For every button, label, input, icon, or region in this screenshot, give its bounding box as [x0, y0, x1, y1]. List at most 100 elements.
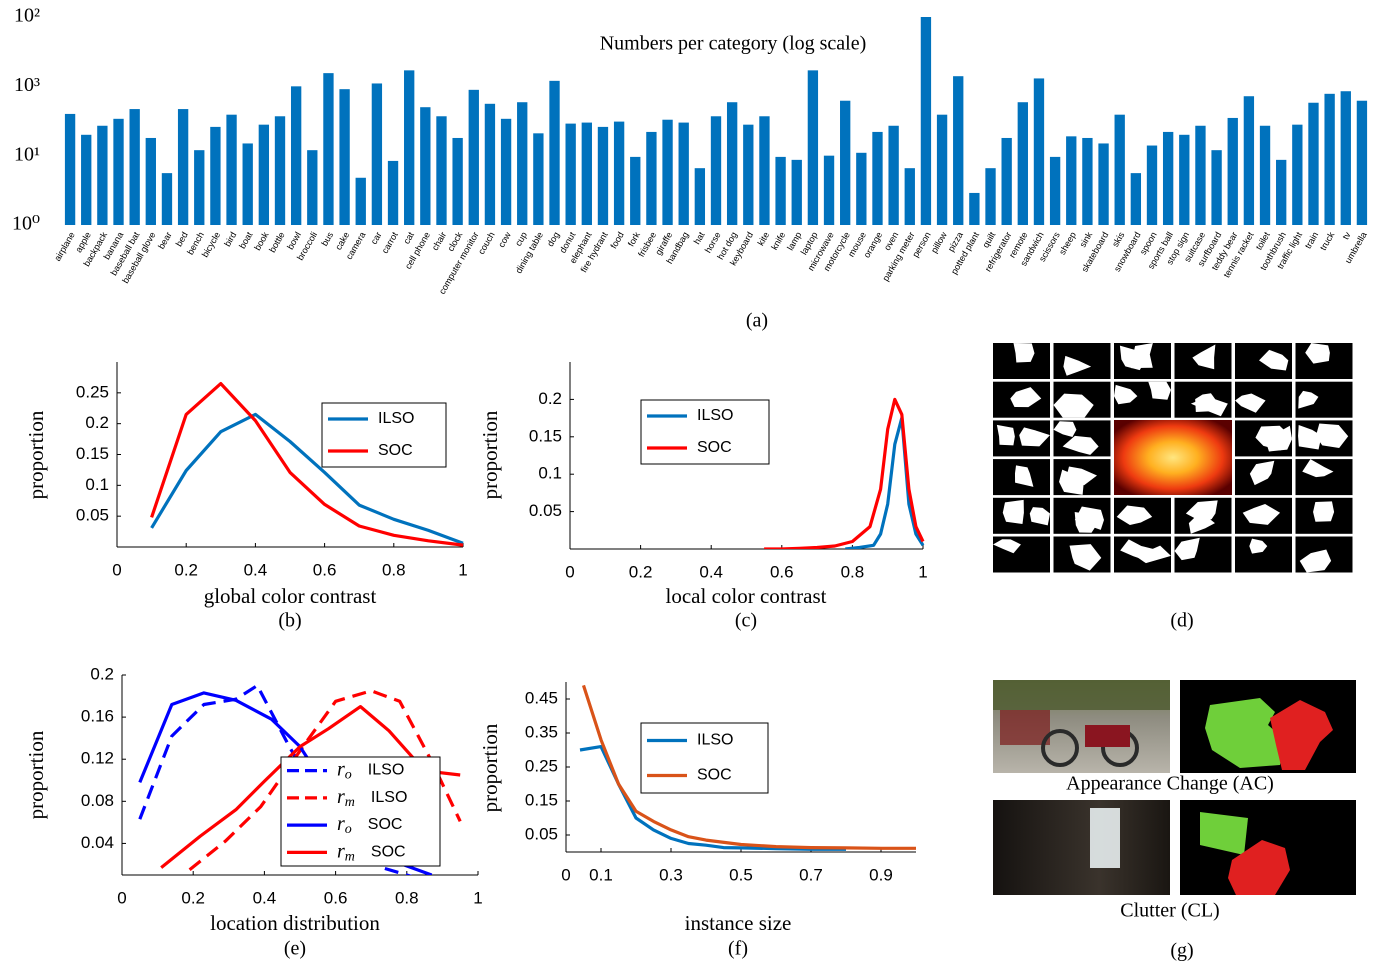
mask-shape [1185, 500, 1218, 522]
bar [936, 114, 948, 225]
legend: ILSO SOC [640, 722, 769, 794]
legend-box [640, 399, 770, 465]
x-tick-label: 0 [117, 888, 126, 907]
y-tick-label: 0.16 [81, 707, 114, 726]
legend-label: SOC [378, 442, 413, 459]
bar [226, 114, 237, 225]
mask-shape [1265, 425, 1292, 452]
x-tick-label: 0.6 [324, 888, 348, 907]
bar [791, 159, 802, 225]
bar [1162, 131, 1174, 225]
x-tick-label: carrot [380, 230, 400, 255]
x-tick-label: 0.8 [382, 560, 406, 579]
mask-shape [1059, 469, 1084, 495]
y-tick-label: 0.2 [538, 389, 562, 408]
bar [420, 107, 431, 225]
bar [500, 118, 512, 225]
series-line [150, 382, 464, 547]
mask-tile [1053, 343, 1111, 379]
bar [710, 116, 722, 225]
x-tick-label: 0.1 [589, 865, 613, 884]
legend: ILSO SOC [321, 402, 447, 468]
bar [969, 192, 980, 225]
x-tick-label: 1 [458, 560, 467, 579]
bar [129, 109, 140, 225]
mask-shape [1298, 390, 1319, 409]
bar [1049, 156, 1061, 225]
bar [1195, 125, 1206, 225]
mask-shape [1053, 393, 1094, 418]
bar [985, 168, 996, 225]
legend-subscript: o [345, 822, 352, 837]
x-tick-label: pillow [929, 230, 949, 255]
x-tick-label: 0.9 [869, 865, 893, 884]
mask-red [1228, 840, 1290, 895]
y-tick-label: 10² [14, 5, 40, 27]
bar [888, 125, 899, 225]
caption: (d) [1170, 610, 1193, 632]
y-tick-label: 0.2 [85, 413, 109, 432]
mask-shape [1063, 355, 1092, 376]
mask-shape [1074, 506, 1104, 530]
x-tick-label: 0.8 [395, 888, 419, 907]
bar [726, 102, 738, 225]
legend-label: ro SOC [337, 813, 402, 838]
photo-trees [993, 680, 1170, 710]
bar [840, 100, 851, 225]
legend-subscript: m [345, 795, 355, 810]
series-line [138, 683, 413, 875]
bar [387, 160, 399, 225]
bar [549, 80, 560, 225]
series-line [150, 412, 464, 545]
x-axis-label: location distribution [210, 911, 380, 935]
y-axis-label: proportion [478, 410, 502, 499]
x-tick-label: tv [1340, 230, 1352, 241]
mask-shape [1249, 538, 1268, 554]
bar [775, 156, 786, 225]
x-tick-label: cup [513, 230, 529, 248]
x-tick-label: bottle [267, 230, 287, 254]
x-tick-label: food [608, 230, 625, 250]
mask-shape [1315, 423, 1349, 449]
x-tick-label: 0.4 [699, 562, 723, 581]
y-tick-label: 0.05 [529, 501, 562, 520]
legend-name: SOC [378, 442, 413, 459]
y-tick-label: 0.04 [81, 833, 114, 852]
legend-label: rm ILSO [337, 785, 407, 810]
x-tick-label: 0 [565, 562, 574, 581]
bar [1276, 159, 1287, 225]
x-tick-label: 0.4 [244, 560, 268, 579]
photo-wheel [1041, 729, 1079, 767]
photo-car [1000, 710, 1050, 745]
bar [1211, 150, 1222, 225]
bar [468, 89, 479, 226]
caption: (a) [746, 310, 768, 332]
legend-label: ILSO [697, 407, 733, 424]
mask-shape [1010, 387, 1042, 408]
mask-shape [1116, 505, 1153, 525]
x-tick-label: 0.7 [799, 865, 823, 884]
bar [323, 73, 334, 226]
x-tick-label: cat [401, 230, 416, 246]
y-tick-label: 0.12 [81, 749, 114, 768]
mask-shape [1013, 343, 1035, 363]
legend-box [321, 402, 447, 468]
legend-name: SOC [371, 844, 406, 861]
y-tick-label: 10¹ [14, 143, 40, 165]
legend-name: ILSO [371, 789, 407, 806]
bar [807, 70, 819, 225]
mask-shape [1069, 544, 1102, 571]
y-tick-label: 0.15 [529, 426, 562, 445]
legend-box [640, 722, 769, 794]
legend-label: SOC [697, 439, 732, 456]
caption: (e) [284, 938, 306, 960]
x-tick-label: sheep [1057, 230, 1078, 256]
series-line [845, 416, 925, 549]
y-tick-label: 0.1 [85, 475, 109, 494]
bar [1066, 136, 1077, 225]
bar [145, 137, 156, 225]
bar [1114, 114, 1125, 225]
bar [1243, 96, 1255, 225]
